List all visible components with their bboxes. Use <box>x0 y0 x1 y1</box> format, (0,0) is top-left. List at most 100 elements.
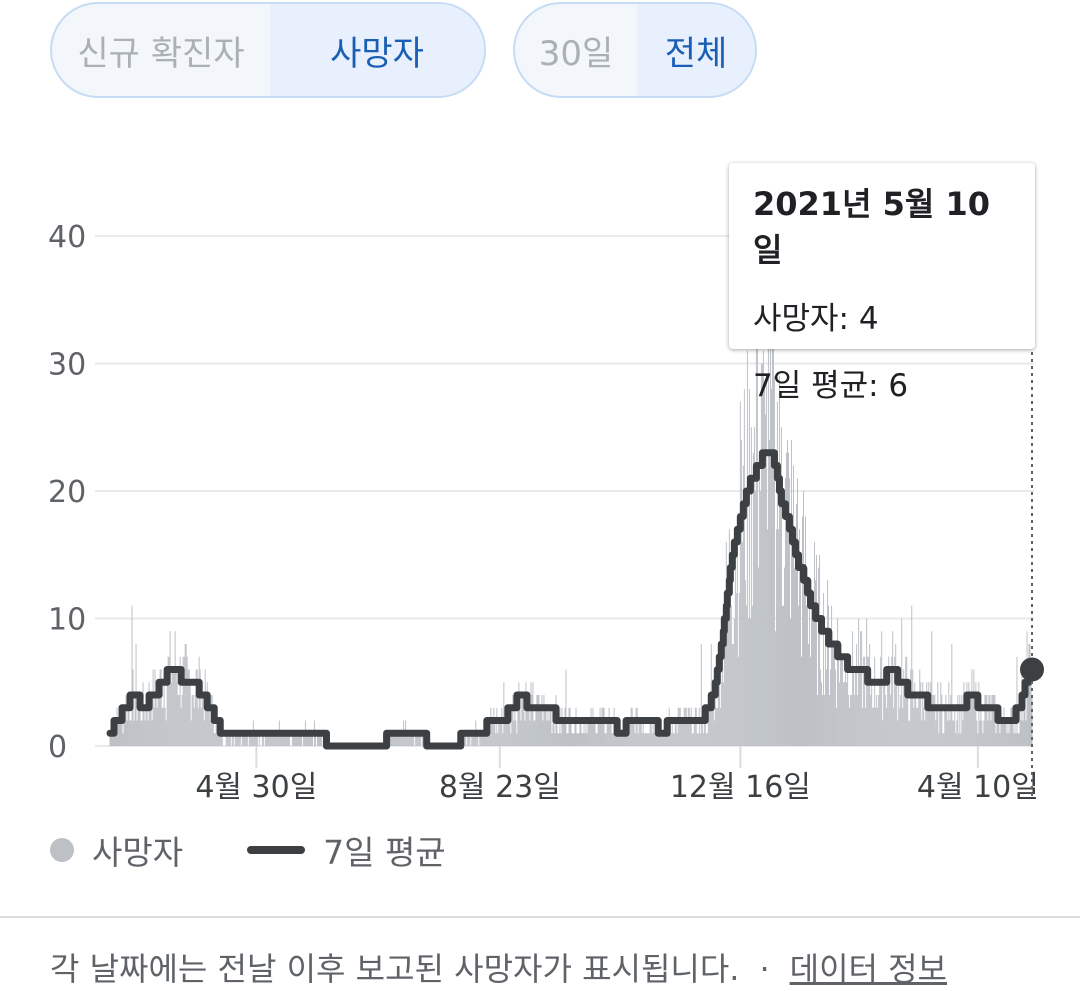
death-bar <box>956 720 958 746</box>
death-bar <box>696 733 698 746</box>
x-tick-label: 8월 23일 <box>439 770 561 805</box>
death-bar <box>199 669 201 746</box>
death-bar <box>919 669 921 746</box>
metric-toggle: 신규 확진자 사망자 <box>50 2 486 98</box>
death-bar <box>202 695 204 746</box>
death-bar <box>507 707 509 746</box>
death-bar <box>835 669 837 746</box>
death-bar <box>702 733 704 746</box>
death-bar <box>276 733 278 746</box>
death-bar <box>840 656 842 746</box>
death-bar <box>209 720 211 746</box>
death-bar <box>646 733 648 746</box>
death-bar <box>1003 707 1005 746</box>
death-bar <box>294 733 296 746</box>
death-bar <box>685 707 687 746</box>
death-bar <box>550 707 552 746</box>
death-bar <box>735 593 737 746</box>
death-bar <box>140 720 142 746</box>
death-bar <box>1019 695 1021 746</box>
death-bar <box>1025 720 1027 746</box>
death-bar <box>999 733 1001 746</box>
death-bar <box>1007 720 1009 746</box>
death-bar <box>640 720 642 746</box>
death-bar <box>399 733 401 746</box>
death-bar <box>923 707 925 746</box>
death-bar <box>877 707 879 746</box>
footer-note: 각 날짜에는 전날 이후 보고된 사망자가 표시됩니다. <box>50 950 740 988</box>
death-bar <box>317 733 319 746</box>
death-bar <box>205 707 207 746</box>
death-bar <box>599 707 601 746</box>
death-bar <box>759 491 761 746</box>
death-bar <box>645 733 647 746</box>
death-bar <box>873 707 875 746</box>
x-tick-label: 12월 16일 <box>670 770 811 805</box>
range-all-option[interactable]: 전체 <box>637 4 755 96</box>
death-bar <box>234 733 236 746</box>
death-bar <box>847 656 849 746</box>
death-bar <box>975 682 977 746</box>
data-info-link[interactable]: 데이터 정보 <box>789 950 947 988</box>
death-bar <box>738 593 740 746</box>
death-bar <box>292 733 294 746</box>
death-bar <box>400 733 402 746</box>
death-bar <box>246 733 248 746</box>
death-bar <box>282 733 284 746</box>
death-bar <box>170 682 172 746</box>
range-30-days-option[interactable]: 30일 <box>538 33 614 74</box>
death-bar <box>787 452 789 746</box>
death-bar <box>182 656 184 746</box>
death-bar <box>608 707 610 746</box>
death-bar <box>197 707 199 746</box>
death-bar <box>955 733 957 746</box>
death-bar <box>169 631 171 746</box>
death-bar <box>828 605 830 746</box>
death-bar <box>579 720 581 746</box>
death-bar <box>561 707 563 746</box>
death-bar <box>300 733 302 746</box>
death-bar <box>521 695 523 746</box>
deaths-option[interactable]: 사망자 <box>270 4 484 96</box>
deaths-chart[interactable]: 0 10 20 30 40 4월 30일 8월 23일 12월 16일 4월 10일 <box>0 0 1080 820</box>
death-bar <box>1015 733 1017 746</box>
death-bar <box>855 669 857 746</box>
death-bar <box>930 682 932 746</box>
death-bar <box>501 707 503 746</box>
death-bar <box>506 707 508 746</box>
death-bar <box>600 720 602 746</box>
death-bar <box>262 733 264 746</box>
death-bar <box>921 720 923 746</box>
new-cases-option[interactable]: 신규 확진자 <box>77 33 245 74</box>
death-bar <box>814 542 816 746</box>
death-bar <box>865 707 867 746</box>
death-bar <box>726 593 728 746</box>
death-bar <box>201 695 203 746</box>
death-bar <box>213 733 215 746</box>
death-bar <box>1017 733 1019 746</box>
death-bar <box>683 707 685 746</box>
death-bar <box>732 644 734 746</box>
death-bar <box>495 733 497 746</box>
death-bar <box>158 695 160 746</box>
death-bar <box>664 733 666 746</box>
death-bar <box>672 733 674 746</box>
death-bar <box>889 669 891 746</box>
death-bar <box>177 695 179 746</box>
death-bar <box>159 669 161 746</box>
death-bar <box>703 720 705 746</box>
death-bar <box>838 656 840 746</box>
death-bar <box>407 733 409 746</box>
death-bar <box>176 682 178 746</box>
death-bar <box>924 720 926 746</box>
death-bar <box>134 695 136 746</box>
death-bar <box>141 720 143 746</box>
average-line <box>106 449 1036 750</box>
death-bar <box>875 707 877 746</box>
death-bar <box>860 631 862 746</box>
death-bar <box>780 427 782 746</box>
death-bar <box>469 733 471 746</box>
death-bar <box>153 707 155 746</box>
death-bar <box>256 733 258 746</box>
death-bar <box>665 733 667 746</box>
